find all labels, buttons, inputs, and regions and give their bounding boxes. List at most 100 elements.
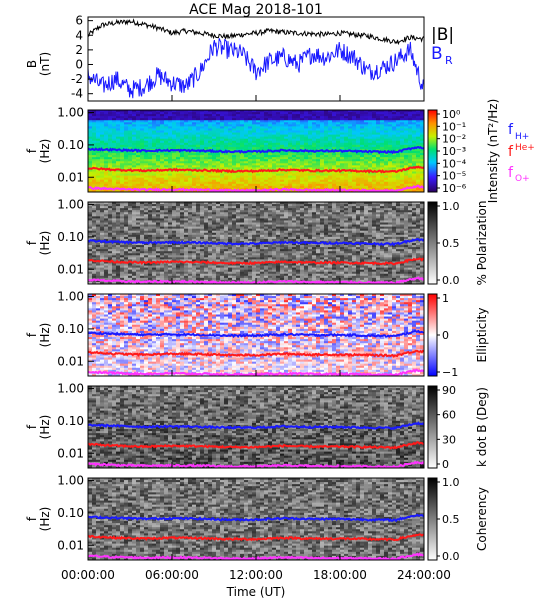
heatmap-cell (396, 136, 401, 140)
heatmap-cell (408, 169, 413, 172)
heatmap-cell (232, 173, 237, 176)
heatmap-cell (252, 163, 257, 166)
heatmap-cell (224, 245, 229, 248)
heatmap-cell (316, 136, 321, 140)
heatmap-cell (380, 122, 385, 125)
heatmap-cell (224, 271, 229, 275)
heatmap-cell (244, 153, 249, 156)
heatmap-cell (276, 110, 281, 113)
heatmap-cell (220, 226, 225, 230)
heatmap-cell (240, 114, 245, 117)
heatmap-cell (404, 155, 409, 158)
heatmap-cell (132, 114, 137, 117)
heatmap-cell (288, 134, 293, 138)
heatmap-cell (140, 110, 145, 113)
heatmap-cell (372, 163, 377, 166)
heatmap-cell (128, 177, 133, 181)
heatmap-cell (188, 167, 193, 170)
heatmap-cell (232, 267, 237, 271)
heatmap-cell (260, 130, 265, 133)
heatmap-cell (240, 112, 245, 115)
heatmap-cell (104, 116, 109, 119)
heatmap-cell (212, 165, 217, 168)
heatmap-cell (244, 157, 249, 160)
heatmap-cell (112, 218, 117, 221)
heatmap-cell (168, 251, 173, 254)
heatmap-cell (376, 128, 381, 131)
heatmap-cell (212, 118, 217, 121)
heatmap-cell (280, 134, 285, 138)
heatmap-cell (180, 271, 185, 275)
heatmap-cell (376, 175, 381, 179)
heatmap-cell (388, 161, 393, 164)
heatmap-cell (96, 216, 101, 219)
heatmap-cell (356, 165, 361, 168)
heatmap-cell (252, 151, 257, 154)
heatmap-cell (156, 181, 161, 185)
heatmap-cell (140, 189, 145, 192)
heatmap-cell (232, 163, 237, 166)
heatmap-cell (168, 279, 173, 283)
heatmap-cell (224, 171, 229, 174)
heatmap-cell (188, 220, 193, 223)
heatmap-cell (200, 257, 205, 260)
heatmap-cell (288, 175, 293, 179)
heatmap-cell (152, 126, 157, 129)
heatmap-cell (136, 251, 141, 254)
heatmap-cell (124, 185, 129, 189)
heatmap-cell (192, 206, 197, 209)
heatmap-cell (412, 136, 417, 140)
heatmap-cell (228, 159, 233, 162)
heatmap-cell (172, 222, 177, 225)
heatmap-cell (408, 120, 413, 123)
heatmap-cell (196, 218, 201, 221)
heatmap-cell (236, 163, 241, 166)
heatmap-cell (236, 269, 241, 273)
heatmap-cell (172, 132, 177, 135)
heatmap-cell (136, 220, 141, 223)
heatmap-cell (260, 177, 265, 181)
heatmap-cell (272, 173, 277, 176)
heatmap-cell (236, 181, 241, 185)
heatmap-cell (296, 187, 301, 191)
heatmap-cell (248, 146, 253, 150)
heatmap-cell (328, 120, 333, 123)
heatmap-cell (104, 261, 109, 264)
heatmap-cell (124, 224, 129, 227)
heatmap-cell (88, 271, 93, 275)
heatmap-cell (124, 153, 129, 156)
heatmap-cell (256, 128, 261, 131)
heatmap-cell (400, 132, 405, 135)
heatmap-cell (136, 214, 141, 217)
heatmap-cell (120, 271, 125, 275)
heatmap-cell (184, 130, 189, 133)
heatmap-cell (264, 165, 269, 168)
heatmap-cell (348, 110, 353, 113)
heatmap-cell (116, 153, 121, 156)
heatmap-cell (340, 120, 345, 123)
heatmap-cell (88, 124, 93, 127)
heatmap-cell (188, 177, 193, 181)
heatmap-cell (180, 234, 185, 238)
heatmap-cell (188, 251, 193, 254)
heatmap-cell (100, 206, 105, 209)
heatmap-cell (248, 122, 253, 125)
heatmap-cell (120, 257, 125, 260)
heatmap-cell (240, 165, 245, 168)
heatmap-cell (112, 183, 117, 187)
heatmap-cell (316, 140, 321, 144)
heatmap-cell (108, 202, 113, 205)
heatmap-cell (136, 112, 141, 115)
colorbar-tick-label: 10⁻⁴ (442, 157, 467, 170)
heatmap-cell (360, 167, 365, 170)
heatmap-cell (152, 134, 157, 138)
heatmap-cell (184, 161, 189, 164)
heatmap-cell (132, 269, 137, 273)
heatmap-cell (320, 159, 325, 162)
heatmap-cell (308, 120, 313, 123)
heatmap-cell (104, 153, 109, 156)
heatmap-cell (324, 122, 329, 125)
heatmap-cell (176, 204, 181, 207)
heatmap-cell (152, 206, 157, 209)
heatmap-cell (136, 253, 141, 256)
